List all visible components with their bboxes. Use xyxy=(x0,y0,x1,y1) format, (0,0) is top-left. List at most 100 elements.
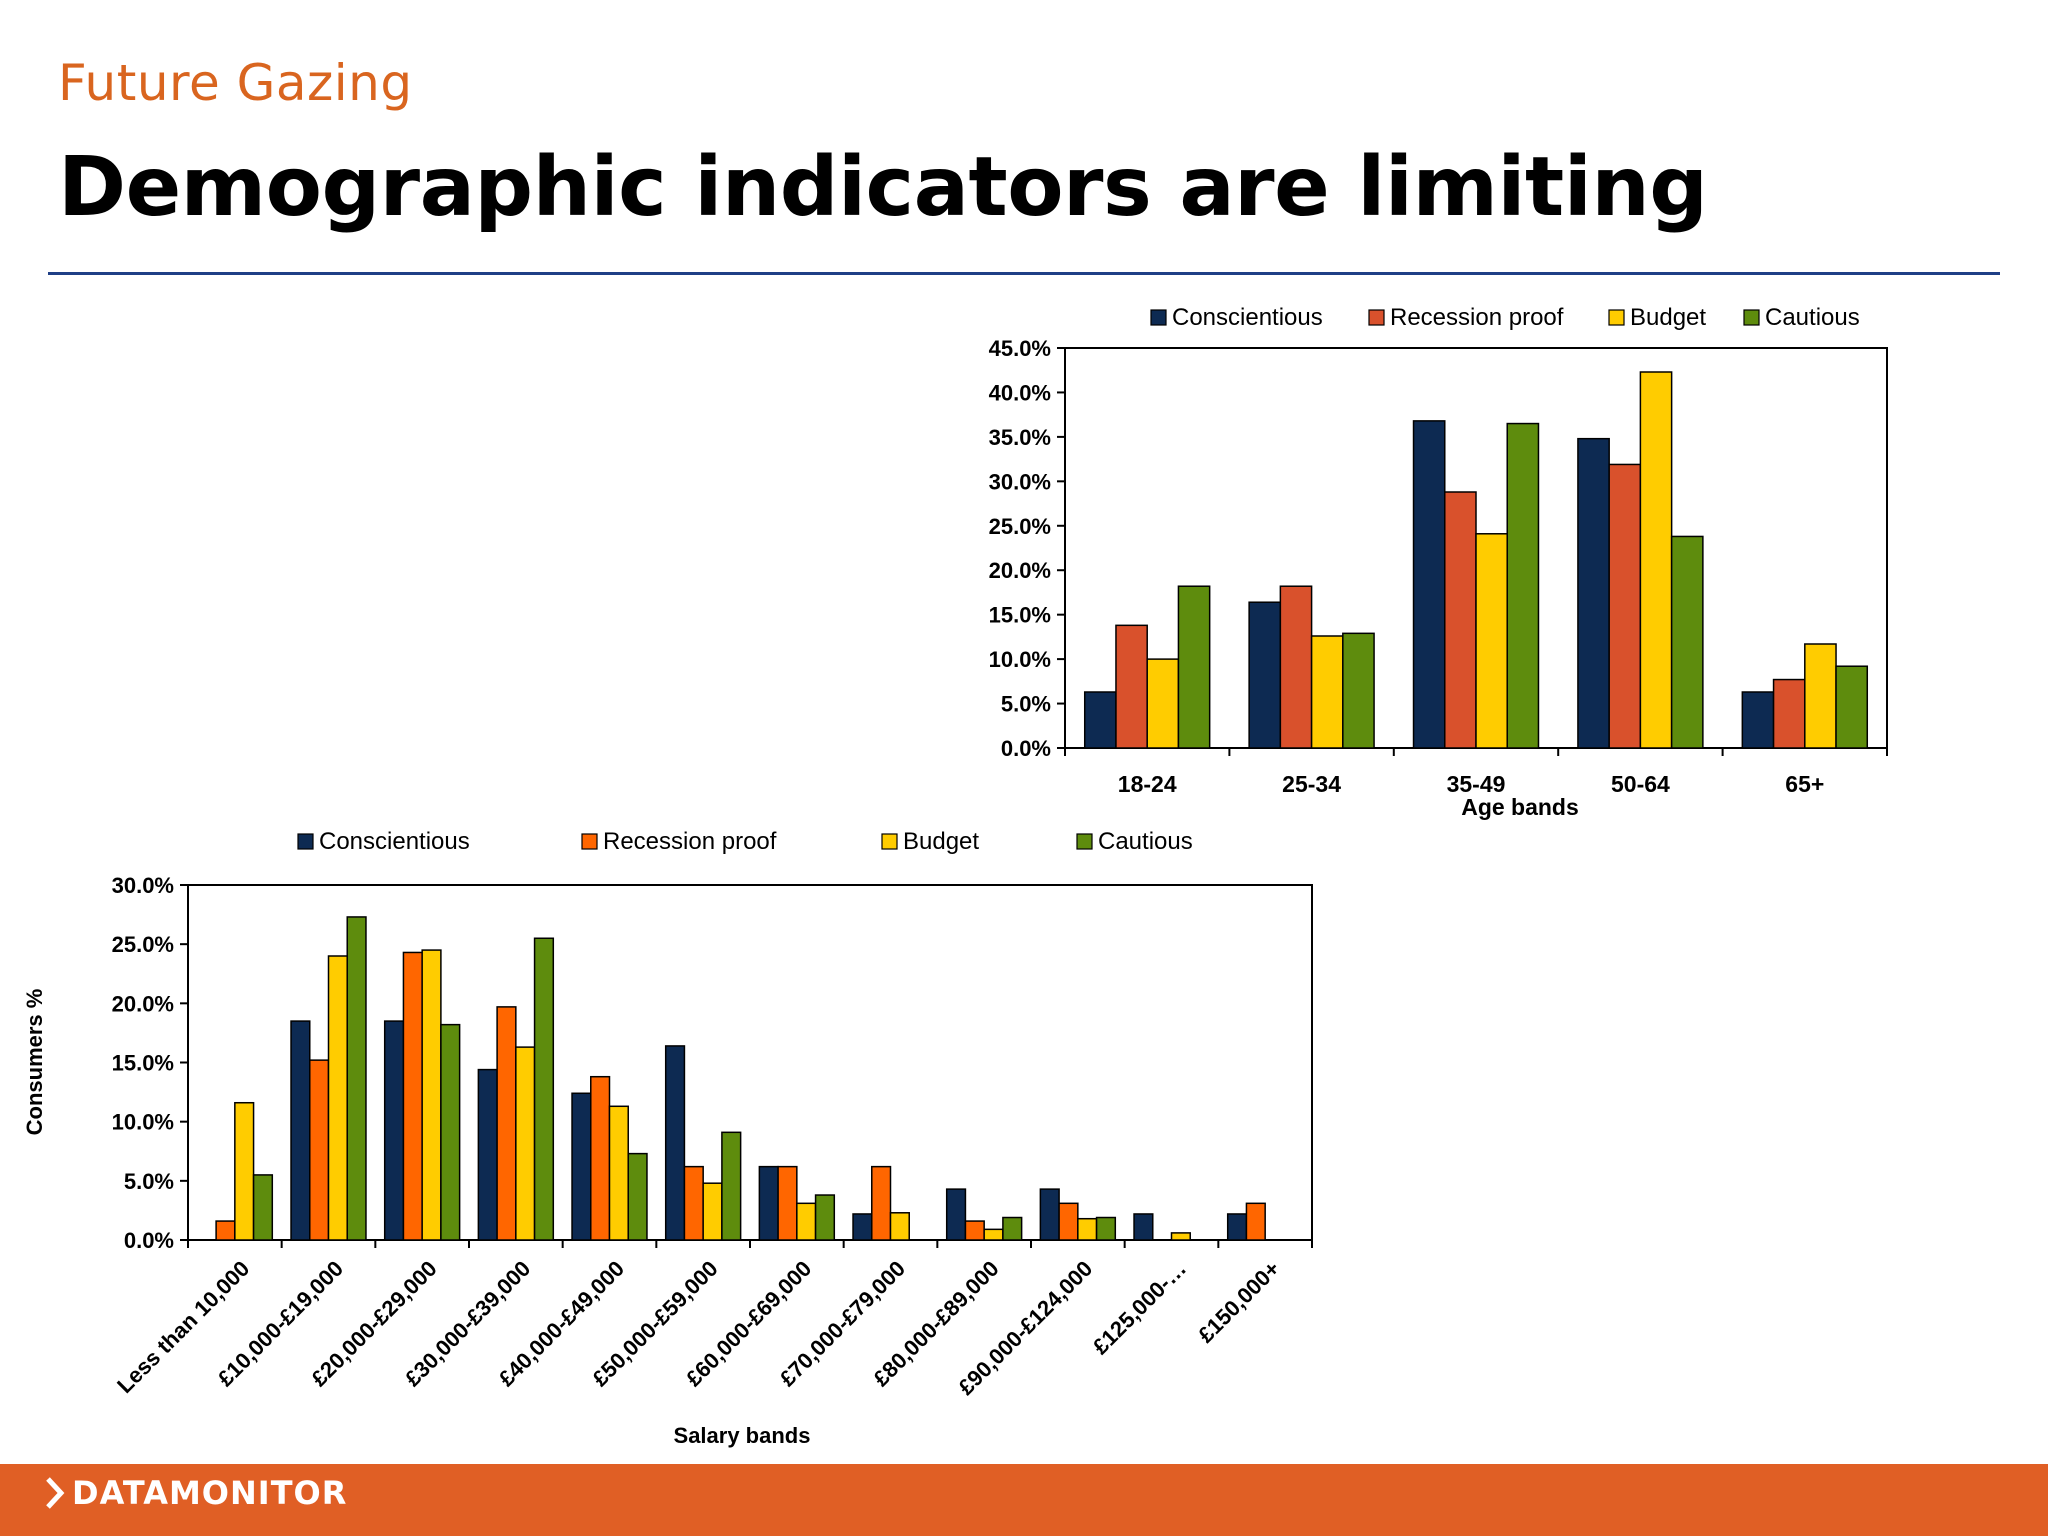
subtitle: Future Gazing xyxy=(58,54,413,112)
bar-recession-proof-90-000-124-000 xyxy=(1058,1202,1079,1241)
bar-budget-40-000-49-000 xyxy=(608,1105,629,1241)
legend-label-conscientious: Conscientious xyxy=(1172,304,1323,331)
bar-conscientious-25-34 xyxy=(1248,601,1282,749)
bar-conscientious-40-000-49-000 xyxy=(571,1092,592,1241)
legend-swatch-cautious xyxy=(1076,833,1093,850)
bar-recession-proof-60-000-69-000 xyxy=(777,1165,798,1241)
y-tick-label: 25.0% xyxy=(989,514,1051,539)
bar-conscientious-35-49 xyxy=(1412,420,1446,749)
y-tick-label: 15.0% xyxy=(989,603,1051,628)
legend-swatch-conscientious xyxy=(1150,309,1167,326)
bar-recession-proof-35-49 xyxy=(1444,491,1477,749)
bar-cautious-90-000-124-000 xyxy=(1095,1216,1117,1241)
datamonitor-logo: DATAMONITOR xyxy=(44,1474,347,1512)
x-category-label: 65+ xyxy=(1785,771,1824,797)
y-tick-label: 30.0% xyxy=(112,873,174,898)
bar-budget-70-000-79-000 xyxy=(889,1212,910,1241)
bar-budget-30-000-39-000 xyxy=(515,1046,536,1241)
bar-budget-25-34 xyxy=(1310,635,1344,749)
bar-budget-35-49 xyxy=(1475,533,1508,749)
y-tick-label: 5.0% xyxy=(1001,692,1051,717)
bar-budget-90-000-124-000 xyxy=(1077,1217,1098,1241)
bar-recession-proof-25-34 xyxy=(1279,585,1313,749)
chevron-right-icon xyxy=(46,1477,65,1509)
legend-label-conscientious: Conscientious xyxy=(319,828,470,855)
bar-budget-20-000-29-000 xyxy=(421,949,442,1241)
y-tick-label: 45.0% xyxy=(989,336,1051,361)
legend-label-cautious: Cautious xyxy=(1098,828,1193,855)
bar-budget-less-than-10-000 xyxy=(234,1101,255,1241)
y-tick-label: 35.0% xyxy=(989,425,1051,450)
legend-label-budget: Budget xyxy=(1630,304,1706,331)
y-tick-label: 40.0% xyxy=(989,380,1051,405)
x-category-label: 50-64 xyxy=(1611,771,1670,797)
bar-recession-proof-less-than-10-000 xyxy=(215,1220,236,1241)
bar-conscientious-10-000-19-000 xyxy=(290,1020,311,1241)
bar-budget-60-000-69-000 xyxy=(796,1202,817,1241)
bar-conscientious-70-000-79-000 xyxy=(852,1213,873,1241)
bar-conscientious-50-000-59-000 xyxy=(664,1045,686,1241)
legend-label-recession-proof: Recession proof xyxy=(1390,304,1564,331)
legend-label-recession-proof: Recession proof xyxy=(603,828,777,855)
salary-bands-chart: 0.0%5.0%10.0%15.0%20.0%25.0%30.0%Less th… xyxy=(22,828,1313,1448)
y-tick-label: 20.0% xyxy=(989,558,1051,583)
legend-label-budget: Budget xyxy=(903,828,979,855)
bar-budget-10-000-19-000 xyxy=(327,955,348,1241)
y-tick-label: 20.0% xyxy=(112,991,174,1016)
bar-cautious-60-000-69-000 xyxy=(814,1194,836,1241)
bar-recession-proof-50-000-59-000 xyxy=(683,1165,704,1241)
x-category-label: £150,000+ xyxy=(1193,1256,1285,1348)
bar-recession-proof-40-000-49-000 xyxy=(590,1075,611,1241)
brand-name: DATAMONITOR xyxy=(72,1474,348,1512)
bar-conscientious-125-000 xyxy=(1133,1213,1154,1241)
bar-cautious-less-than-10-000 xyxy=(252,1174,274,1241)
y-tick-label: 25.0% xyxy=(112,932,174,957)
bar-recession-proof-30-000-39-000 xyxy=(496,1006,517,1241)
bar-conscientious-65 xyxy=(1741,691,1775,749)
legend-swatch-recession-proof xyxy=(1368,309,1385,326)
bar-conscientious-30-000-39-000 xyxy=(477,1068,498,1241)
bar-conscientious-90-000-124-000 xyxy=(1039,1188,1060,1241)
bar-conscientious-80-000-89-000 xyxy=(945,1188,967,1241)
bar-conscientious-150-000 xyxy=(1226,1213,1248,1241)
bar-cautious-50-64 xyxy=(1670,535,1704,749)
bar-recession-proof-10-000-19-000 xyxy=(309,1059,330,1241)
bar-conscientious-50-64 xyxy=(1577,437,1610,749)
legend-swatch-budget xyxy=(881,833,898,850)
y-tick-label: 30.0% xyxy=(989,469,1051,494)
bar-cautious-40-000-49-000 xyxy=(627,1152,648,1241)
x-axis-title: Salary bands xyxy=(674,1423,811,1448)
legend-swatch-cautious xyxy=(1743,309,1760,326)
y-tick-label: 0.0% xyxy=(1001,736,1051,761)
footer-bar: DATAMONITOR xyxy=(0,1464,2048,1536)
bar-recession-proof-80-000-89-000 xyxy=(964,1220,985,1241)
page-title: Demographic indicators are limiting xyxy=(58,140,1708,235)
legend-label-cautious: Cautious xyxy=(1765,304,1860,331)
x-category-label: 18-24 xyxy=(1118,771,1177,797)
bar-cautious-80-000-89-000 xyxy=(1002,1216,1023,1241)
bar-budget-80-000-89-000 xyxy=(983,1228,1004,1241)
x-axis-title: Age bands xyxy=(1461,794,1579,820)
plot-area xyxy=(187,884,1313,1241)
bar-conscientious-20-000-29-000 xyxy=(383,1020,405,1241)
y-axis-title: Consumers % xyxy=(22,989,47,1136)
x-category-label: 35-49 xyxy=(1447,771,1506,797)
title-rule xyxy=(48,272,2000,275)
bar-cautious-65 xyxy=(1835,665,1869,749)
bar-recession-proof-65 xyxy=(1772,678,1806,749)
bar-cautious-10-000-19-000 xyxy=(346,916,367,1241)
bar-budget-50-000-59-000 xyxy=(702,1182,723,1241)
bar-recession-proof-50-64 xyxy=(1608,463,1642,749)
bar-recession-proof-70-000-79-000 xyxy=(871,1165,892,1241)
bar-budget-125-000 xyxy=(1170,1232,1191,1241)
bar-cautious-35-49 xyxy=(1506,422,1540,749)
y-tick-label: 10.0% xyxy=(989,647,1051,672)
bar-conscientious-60-000-69-000 xyxy=(758,1165,779,1241)
y-tick-label: 15.0% xyxy=(112,1051,174,1076)
bar-recession-proof-20-000-29-000 xyxy=(402,951,423,1241)
bar-cautious-20-000-29-000 xyxy=(440,1023,461,1241)
bar-budget-50-64 xyxy=(1639,371,1673,749)
legend-swatch-conscientious xyxy=(297,833,314,850)
legend-swatch-budget xyxy=(1608,309,1625,326)
bar-cautious-50-000-59-000 xyxy=(721,1131,742,1241)
